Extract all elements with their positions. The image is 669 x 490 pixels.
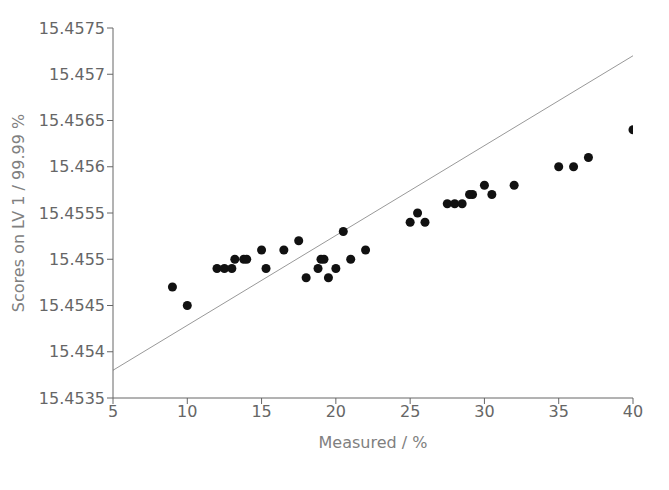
svg-text:15.4565: 15.4565 [39, 111, 105, 130]
svg-text:40: 40 [623, 402, 643, 421]
svg-text:25: 25 [400, 402, 420, 421]
svg-text:15.455: 15.455 [49, 250, 105, 269]
svg-text:15.456: 15.456 [49, 157, 105, 176]
svg-text:10: 10 [177, 402, 197, 421]
svg-text:15: 15 [251, 402, 271, 421]
svg-text:Scores on LV 1 / 99.99 %: Scores on LV 1 / 99.99 % [9, 114, 28, 312]
svg-text:30: 30 [474, 402, 494, 421]
svg-text:15.4535: 15.4535 [39, 389, 105, 408]
svg-text:Measured / %: Measured / % [319, 433, 428, 452]
svg-text:15.454: 15.454 [49, 342, 105, 361]
svg-text:15.4575: 15.4575 [39, 19, 105, 38]
svg-text:35: 35 [549, 402, 569, 421]
svg-text:20: 20 [326, 402, 346, 421]
svg-text:15.457: 15.457 [49, 65, 105, 84]
svg-text:5: 5 [108, 402, 118, 421]
svg-text:15.4555: 15.4555 [39, 204, 105, 223]
svg-text:15.4545: 15.4545 [39, 296, 105, 315]
